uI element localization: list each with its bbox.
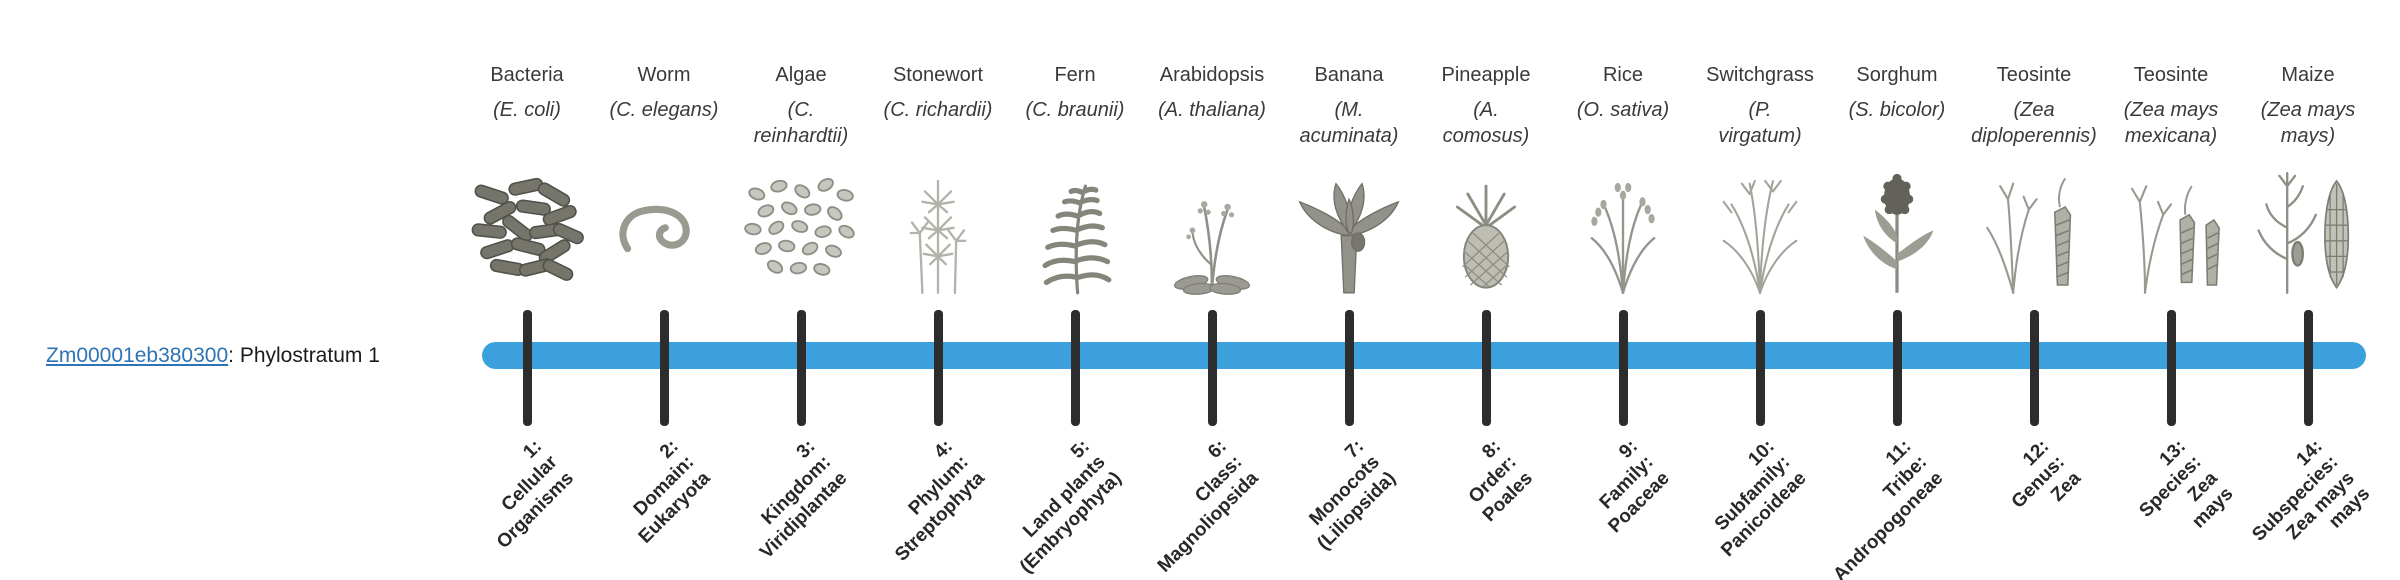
organism-name: Sorghum (S. bicolor) [1817,62,1977,123]
phylostratum-label: 3: Kingdom: Viridiplantae [756,436,852,563]
organism-name: Teosinte (Zea mays mexicana) [2091,62,2251,149]
phylostratum-tick [1481,310,1491,426]
phylostratum-label: 2: Domain: Eukaryota [630,436,715,548]
organism-name: Banana (M. acuminata) [1269,62,1429,149]
organism-name: Switchgrass (P. virgatum) [1680,62,1840,149]
organism-scientific-name: (Zea mays mexicana) [2123,99,2219,147]
teosinte-diploperennis-icon [1969,166,2099,300]
stonewort-icon [873,166,1003,300]
phylostratum-tick [1070,310,1080,426]
pineapple-icon [1421,166,1551,300]
fern-icon [1010,166,1140,300]
gene-label-suffix: : Phylostratum 1 [228,344,380,367]
phylostratum-tick [2029,310,2039,426]
phylostratum-tick [2166,310,2176,426]
phylostratum-tick [1344,310,1354,426]
organism-common-name: Teosinte [2133,64,2209,86]
phylostratum-tick [2303,310,2313,426]
organism-scientific-name: (C. richardii) [883,99,993,121]
sorghum-icon [1832,166,1962,300]
phylostratum-label: 9: Family: Poaceae [1595,436,1674,538]
organism-scientific-name: (C. braunii) [1025,99,1125,121]
organism-name: Arabidopsis (A. thaliana) [1132,62,1292,123]
gene-label: Zm00001eb380300: Phylostratum 1 [46,342,380,369]
phylostratum-label: 14: Subspecies: Zea mays mays [2248,436,2375,546]
phylostratum-label: 1: Cellular Organisms [492,436,578,553]
phylostratum-label: 5: Land plants (Embryophyta) [1015,436,1126,578]
phylostratum-tick [522,310,532,426]
organism-common-name: Banana [1314,64,1384,86]
organism-scientific-name: (P. virgatum) [1718,99,1802,147]
organism-name: Rice (O. sativa) [1543,62,1703,123]
phylostratum-label: 10: Subfamily: Panicoideae [1711,436,1811,561]
organism-scientific-name: (C. reinhardtii) [753,99,849,147]
phylostratum-tick [659,310,669,426]
bacteria-icon [462,166,592,300]
organism-name: Worm (C. elegans) [584,62,744,123]
rice-icon [1558,166,1688,300]
phylostratum-label: 13: Species: Zea mays [2135,436,2238,533]
worm-icon [599,166,729,300]
organism-scientific-name: (C. elegans) [609,99,719,121]
organism-scientific-name: (A. thaliana) [1158,99,1266,121]
phylostratum-tick [1755,310,1765,426]
organism-scientific-name: (S. bicolor) [1848,99,1946,121]
organism-common-name: Switchgrass [1706,64,1814,86]
organism-common-name: Maize [2281,64,2335,86]
arabidopsis-icon [1147,166,1277,300]
phylostratum-label: 11: Tribe: Andropogoneae [1829,436,1948,580]
organism-name: Stonewort (C. richardii) [858,62,1018,123]
organism-name: Pineapple (A. comosus) [1406,62,1566,149]
organism-common-name: Algae [775,64,827,86]
phylostratum-tick [1207,310,1217,426]
organism-scientific-name: (Zea mays mays) [2260,99,2356,147]
algae-icon [736,166,866,300]
organism-common-name: Worm [637,64,691,86]
phylostratum-label: 4: Phylum: Streptophyta [890,436,989,566]
organism-scientific-name: (M. acuminata) [1299,99,1399,147]
organism-common-name: Arabidopsis [1159,64,1265,86]
organism-name: Fern (C. braunii) [995,62,1155,123]
organism-common-name: Pineapple [1441,64,1531,86]
phylostratum-tick [796,310,806,426]
organism-scientific-name: (O. sativa) [1576,99,1670,121]
organism-common-name: Sorghum [1856,64,1938,86]
phylostratum-label: 8: Order: Poales [1464,436,1537,526]
phylostratum-tick [1892,310,1902,426]
gene-id-link[interactable]: Zm00001eb380300 [46,344,229,367]
teosinte-mexicana-icon [2106,166,2236,300]
organism-common-name: Stonewort [892,64,984,86]
organism-scientific-name: (E. coli) [493,99,561,121]
phylostratum-label: 6: Class: Magnoliopsida [1153,436,1263,577]
organism-scientific-name: (Zea diploperennis) [1971,99,2097,147]
timeline-bar [482,342,2366,369]
organism-name: Maize (Zea mays mays) [2228,62,2388,149]
organism-common-name: Rice [1602,64,1643,86]
phylostratum-tick [1618,310,1628,426]
organism-common-name: Bacteria [490,64,564,86]
organism-common-name: Fern [1054,64,1096,86]
organism-scientific-name: (A. comosus) [1442,99,1530,147]
phylostratum-label: 12: Genus: Zea [2007,436,2085,513]
phylostratum-tick [933,310,943,426]
switchgrass-icon [1695,166,1825,300]
maize-icon [2243,166,2373,300]
phylostratum-label: 7: Monocots (Liliopsida) [1305,436,1400,555]
organism-common-name: Teosinte [1996,64,2072,86]
organism-name: Teosinte (Zea diploperennis) [1954,62,2114,149]
organism-name: Algae (C. reinhardtii) [721,62,881,149]
organism-name: Bacteria (E. coli) [447,62,607,123]
banana-icon [1284,166,1414,300]
